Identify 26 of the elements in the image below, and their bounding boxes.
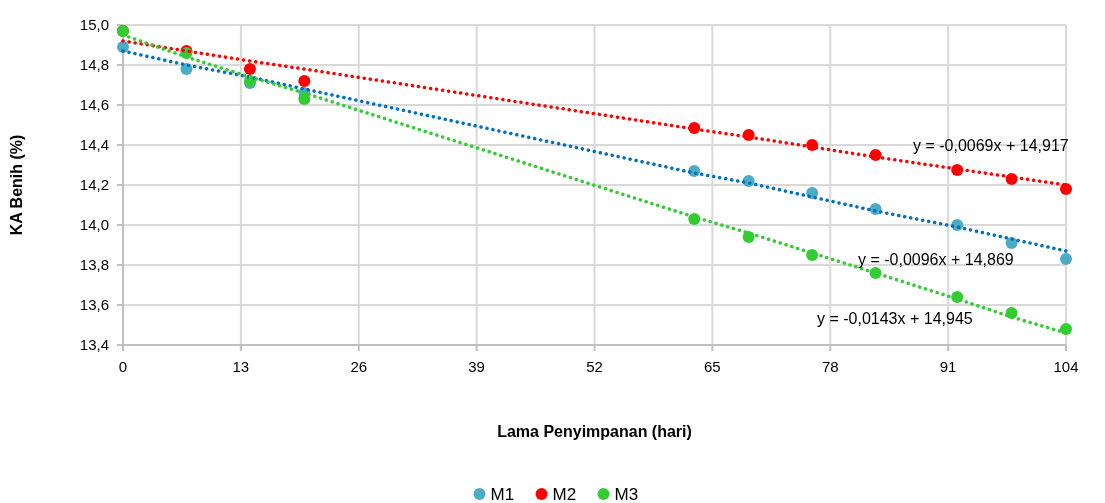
y-tick-label: 13,8 [79,256,109,274]
x-tick-label: 91 [939,358,957,375]
y-tick-label: 14,8 [79,56,109,74]
y-tick-label: 15,0 [79,16,109,34]
annotation: y = -0,0143x + 14,945 [817,309,973,327]
x-tick-label: 52 [586,358,603,375]
x-tick-label: 65 [704,358,721,375]
x-tick-label: 13 [232,358,250,375]
y-tick-label: 13,4 [79,336,109,354]
y-tick-label: 14,6 [79,96,109,114]
y-tick-label: 13,6 [79,296,109,314]
annotation: y = -0,0096x + 14,869 [858,250,1014,268]
annotation: y = -0,0069x + 14,917 [913,136,1069,154]
legend-label: M3 [614,484,639,503]
x-tick-label: 26 [350,358,368,375]
x-tick-label: 0 [118,358,128,375]
y-tick-label: 14,2 [79,176,109,194]
legend-label: M2 [552,484,577,503]
x-tick-label: 104 [1053,358,1079,375]
y-tick-label: 14,4 [79,136,109,154]
x-tick-label: 39 [468,358,485,375]
y-axis-title: KA Benih (%) [8,134,25,236]
legend-label: M1 [490,484,515,503]
x-axis-title: Lama Penyimpanan (hari) [497,423,692,440]
x-tick-label: 78 [821,358,839,375]
y-tick-label: 14,0 [79,216,109,234]
